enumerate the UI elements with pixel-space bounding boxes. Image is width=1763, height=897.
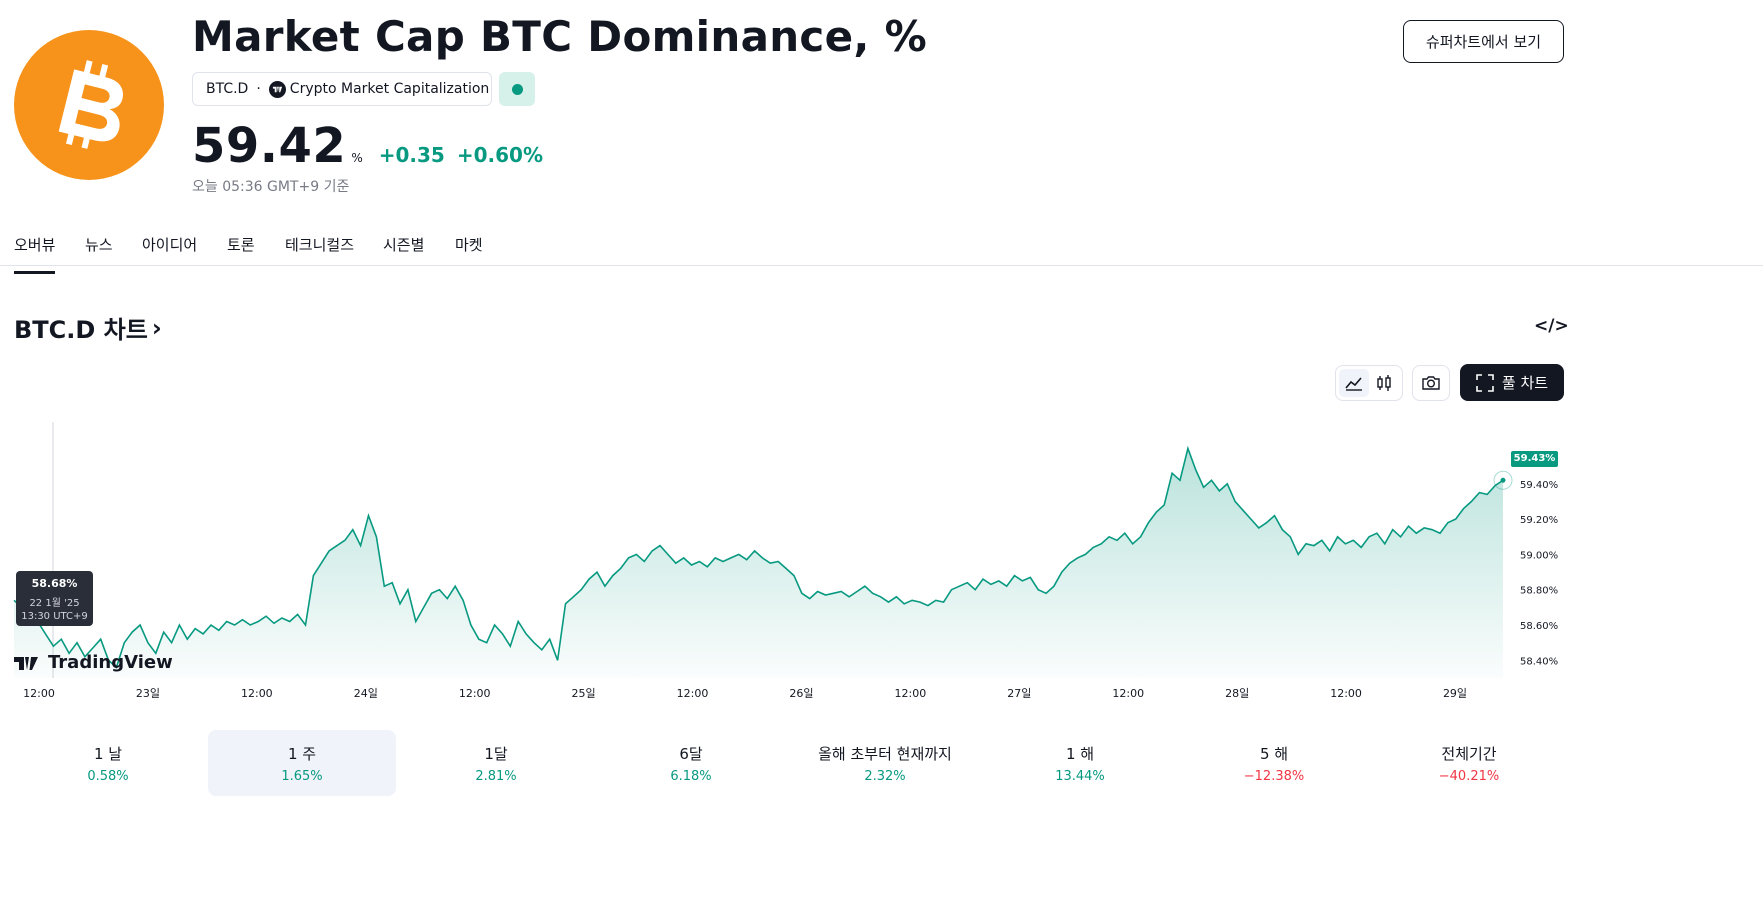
chevron-right-icon: › xyxy=(151,313,162,342)
chart-section-title[interactable]: BTC.D 차트 › xyxy=(14,310,162,345)
embed-code-icon[interactable]: </> xyxy=(1534,316,1569,336)
tab-technicals[interactable]: 테크니컬즈 xyxy=(285,236,355,254)
fullscreen-icon xyxy=(1476,373,1494,392)
x-tick-label: 27일 xyxy=(1007,686,1031,700)
tooltip-date: 22 1월 '25 xyxy=(29,598,80,609)
open-supercharts-button[interactable]: 슈퍼차트에서 보기 xyxy=(1403,20,1564,63)
period-value: 13.44% xyxy=(1055,769,1105,784)
x-tick-label: 12:00 xyxy=(1112,687,1144,700)
tab-news[interactable]: 뉴스 xyxy=(85,236,113,254)
bitcoin-b-icon xyxy=(58,60,123,149)
period-label: 6달 xyxy=(679,745,703,763)
market-status[interactable] xyxy=(499,72,535,106)
x-tick-label: 12:00 xyxy=(895,687,927,700)
performance-periods: 1 날 0.58% 1 주 1.65% 1달 2.81% 6달 6.18% 올해… xyxy=(0,730,1563,798)
tooltip-time: 13:30 UTC+9 xyxy=(21,611,88,622)
y-tick-label: 59.00% xyxy=(1520,550,1558,561)
chart-style-toggle xyxy=(1335,365,1403,401)
candles-chart-button[interactable] xyxy=(1369,369,1399,397)
period-value: −12.38% xyxy=(1243,769,1305,784)
period-1w[interactable]: 1 주 1.65% xyxy=(208,730,396,796)
watermark-text: TradingView xyxy=(48,652,173,673)
period-label: 5 해 xyxy=(1259,745,1289,763)
chart-title-text: BTC.D 차트 xyxy=(14,316,148,344)
y-tick-label: 59.20% xyxy=(1520,515,1558,526)
bitcoin-logo xyxy=(14,30,164,180)
symbol-pill[interactable]: BTC.D · Crypto Market Capitalization xyxy=(192,72,492,106)
period-5y[interactable]: 5 해 −12.38% xyxy=(1180,730,1368,796)
change-percent: +0.60% xyxy=(456,143,543,167)
y-tick-label: 58.80% xyxy=(1520,586,1558,597)
period-value: 2.81% xyxy=(475,769,517,784)
y-tick-label: 58.40% xyxy=(1520,656,1558,667)
period-label: 1 주 xyxy=(287,745,317,763)
data-source: Crypto Market Capitalization xyxy=(289,81,490,97)
tradingview-badge-icon xyxy=(268,80,286,98)
x-tick-label: 29일 xyxy=(1443,686,1467,700)
full-chart-label: 풀 차트 xyxy=(1501,374,1549,392)
period-value: −40.21% xyxy=(1438,769,1500,784)
x-tick-label: 23일 xyxy=(136,686,160,700)
tooltip-value: 58.68% xyxy=(31,577,78,590)
tab-markets[interactable]: 마켓 xyxy=(455,236,483,254)
area-chart-button[interactable] xyxy=(1339,369,1369,397)
period-value: 2.32% xyxy=(864,769,906,784)
candlestick-icon xyxy=(1377,375,1391,391)
tradingview-logo-icon xyxy=(14,656,38,670)
tab-discussion[interactable]: 토론 xyxy=(227,236,255,254)
period-value: 1.65% xyxy=(281,769,323,784)
x-tick-label: 28일 xyxy=(1225,686,1249,700)
camera-icon xyxy=(1422,376,1440,390)
period-1m[interactable]: 1달 2.81% xyxy=(402,730,590,796)
x-tick-label: 26일 xyxy=(789,686,813,700)
last-point-marker xyxy=(1500,477,1506,483)
crosshair-tooltip: 58.68% 22 1월 '25 13:30 UTC+9 xyxy=(16,571,93,626)
tab-ideas[interactable]: 아이디어 xyxy=(142,236,198,254)
chart-canvas[interactable]: 59.40% 59.20% 59.00% 58.80% 58.60% 58.40% 12:0… xyxy=(0,410,1563,710)
period-label: 1 날 xyxy=(93,745,123,763)
as-of-timestamp: 오늘 05:36 GMT+9 기준 xyxy=(192,179,350,195)
x-tick-label: 12:00 xyxy=(241,687,273,700)
x-tick-label: 24일 xyxy=(354,686,378,700)
x-tick-label: 12:00 xyxy=(459,687,491,700)
x-tick-label: 25일 xyxy=(572,686,596,700)
period-all[interactable]: 전체기간 −40.21% xyxy=(1375,730,1563,796)
period-label: 전체기간 xyxy=(1441,745,1497,763)
page-title: Market Cap BTC Dominance, % xyxy=(192,12,927,61)
separator-dot: · xyxy=(256,81,261,97)
price-unit: % xyxy=(351,151,363,165)
x-tick-label: 12:00 xyxy=(677,687,709,700)
x-tick-label: 12:00 xyxy=(23,687,55,700)
last-point-halo xyxy=(1493,470,1513,490)
x-tick-label: 12:00 xyxy=(1330,687,1362,700)
series-line xyxy=(13,445,1504,669)
tab-seasonals[interactable]: 시즌별 xyxy=(383,236,425,254)
price-chart[interactable]: 59.40% 59.20% 59.00% 58.80% 58.60% 58.40% 12:0… xyxy=(0,410,1563,710)
period-1y[interactable]: 1 해 13.44% xyxy=(986,730,1174,796)
period-label: 1달 xyxy=(484,745,508,763)
tab-bar: 오버뷰 뉴스 아이디어 토론 테크니컬즈 시즌별 마켓 xyxy=(0,222,1763,274)
price-row: 59.42 % +0.35 +0.60% xyxy=(192,118,555,174)
change-absolute: +0.35 xyxy=(378,143,445,167)
y-tick-label: 58.60% xyxy=(1520,621,1558,632)
period-value: 6.18% xyxy=(670,769,712,784)
last-price: 59.42 xyxy=(192,118,347,174)
tradingview-watermark: TradingView xyxy=(14,652,173,673)
tab-overview[interactable]: 오버뷰 xyxy=(14,234,56,274)
full-chart-button[interactable]: 풀 차트 xyxy=(1460,364,1564,401)
period-6m[interactable]: 6달 6.18% xyxy=(597,730,785,796)
last-price-label: 59.43% xyxy=(1511,451,1558,467)
snapshot-button[interactable] xyxy=(1412,365,1450,401)
period-ytd[interactable]: 올해 초부터 현재까지 2.32% xyxy=(791,730,979,796)
period-1d[interactable]: 1 날 0.58% xyxy=(14,730,202,796)
y-tick-label: 59.40% xyxy=(1520,480,1558,491)
period-label: 1 해 xyxy=(1065,745,1095,763)
period-value: 0.58% xyxy=(87,769,129,784)
area-chart-icon xyxy=(1345,377,1362,391)
period-label: 올해 초부터 현재까지 xyxy=(818,745,952,763)
market-status-dot xyxy=(511,83,523,95)
area-fill xyxy=(14,448,1503,678)
ticker-symbol: BTC.D xyxy=(206,81,249,97)
